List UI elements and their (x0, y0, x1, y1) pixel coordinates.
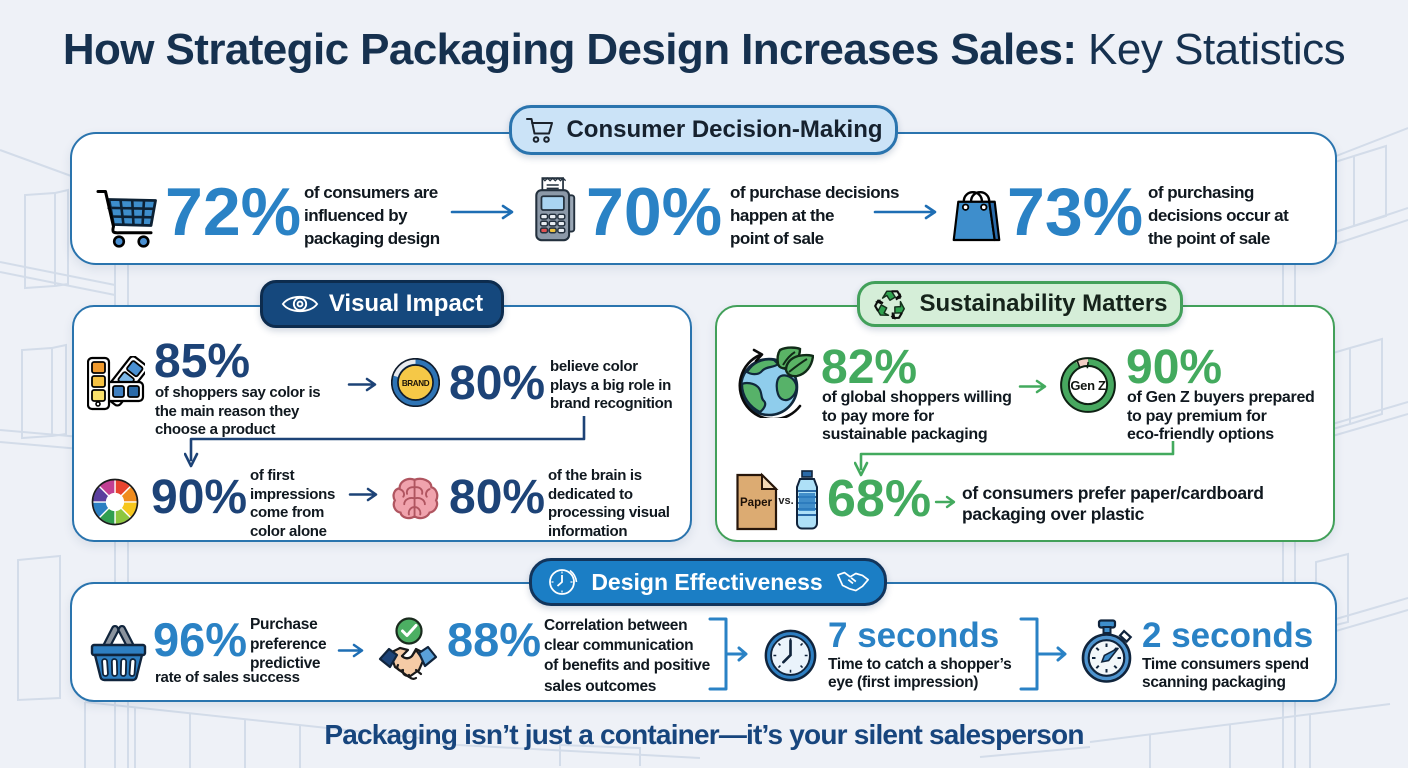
svg-text:vs.: vs. (778, 495, 793, 507)
svg-text:BRAND: BRAND (402, 379, 430, 388)
svg-text:Paper: Paper (740, 497, 772, 509)
svg-text:Gen Z: Gen Z (1070, 378, 1106, 393)
